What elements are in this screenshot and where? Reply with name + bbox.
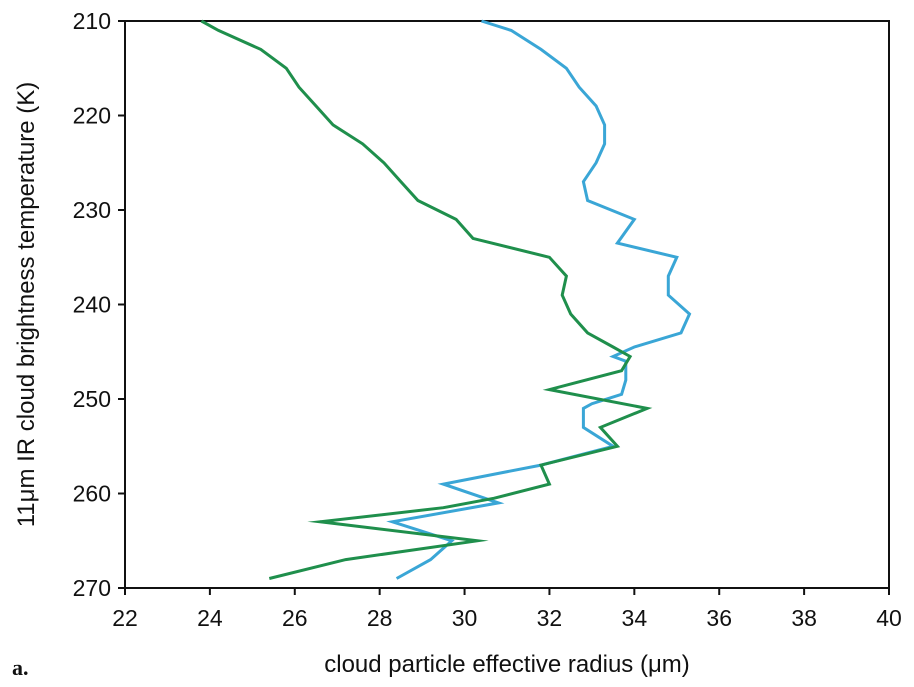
panel-label: a. [12, 655, 29, 680]
y-tick-label: 230 [73, 197, 111, 223]
x-tick-label: 36 [706, 605, 732, 631]
y-tick-label: 270 [73, 575, 111, 601]
y-tick-label: 250 [73, 386, 111, 412]
series-line-1 [386, 19, 692, 580]
x-tick-label: 24 [197, 605, 223, 631]
x-tick-label: 34 [622, 605, 648, 631]
x-tick-label: 26 [282, 605, 308, 631]
y-axis-ticks: 210 220 230 240 250 260 270 [73, 8, 125, 601]
x-tick-label: 40 [876, 605, 902, 631]
y-tick-label: 240 [73, 292, 111, 318]
plot-frame [124, 20, 890, 589]
y-tick-label: 210 [73, 8, 111, 34]
plot-area [124, 20, 890, 589]
x-axis-title: cloud particle effective radius (μm) [324, 651, 690, 678]
x-tick-label: 28 [367, 605, 393, 631]
x-axis-ticks: 22 24 26 28 30 32 34 36 38 40 [112, 588, 902, 631]
y-tick-label: 260 [73, 481, 111, 507]
x-tick-label: 38 [791, 605, 817, 631]
series-layer [200, 19, 692, 580]
x-tick-label: 22 [112, 605, 138, 631]
x-tick-label: 30 [452, 605, 478, 631]
y-tick-label: 220 [73, 103, 111, 129]
x-tick-label: 32 [537, 605, 563, 631]
y-axis-title: 11μm IR cloud brightness temperature (K) [13, 82, 40, 528]
series-line-2 [200, 19, 653, 580]
